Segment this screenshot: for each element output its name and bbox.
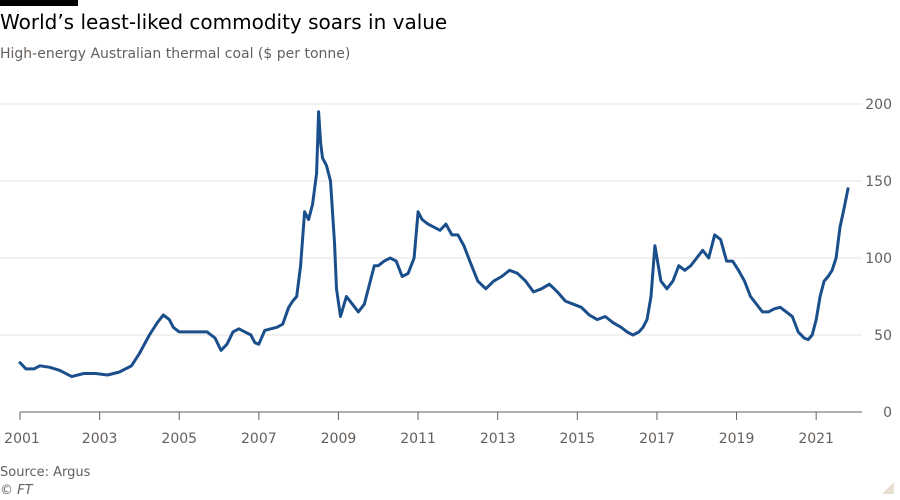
x-tick-label: 2013 <box>480 431 516 447</box>
x-tick-label: 2011 <box>400 431 436 447</box>
y-tick-label: 50 <box>874 328 892 344</box>
x-tick-label: 2017 <box>639 431 675 447</box>
x-tick-label: 2019 <box>719 431 755 447</box>
y-tick-label: 100 <box>865 251 892 267</box>
y-axis: 0 50 100 150 200 <box>865 97 892 421</box>
series-line <box>18 110 850 379</box>
y-tick-label: 150 <box>865 174 892 190</box>
grid-lines <box>0 103 862 413</box>
x-tick-label: 2003 <box>82 431 118 447</box>
y-tick-label: 0 <box>883 405 892 421</box>
x-axis: 2001 2003 2005 2007 2009 2011 2013 2015 2017 2019… <box>4 412 834 447</box>
y-tick-label: 200 <box>865 97 892 113</box>
x-tick-label: 2015 <box>559 431 595 447</box>
x-tick-label: 2009 <box>321 431 357 447</box>
chart-subtitle: High-energy Australian thermal coal ($ p… <box>0 46 351 62</box>
x-tick-label: 2007 <box>241 431 277 447</box>
x-tick-label: 2005 <box>161 431 197 447</box>
resize-corner-icon <box>882 482 894 494</box>
x-tick-label: 2021 <box>798 431 834 447</box>
chart-title: World’s least-liked commodity soars in v… <box>0 10 448 34</box>
x-tick-label: 2001 <box>4 431 40 447</box>
copyright-note: © FT <box>0 483 33 498</box>
series-group <box>18 110 850 379</box>
top-rule <box>0 0 78 6</box>
source-note: Source: Argus <box>0 465 91 480</box>
